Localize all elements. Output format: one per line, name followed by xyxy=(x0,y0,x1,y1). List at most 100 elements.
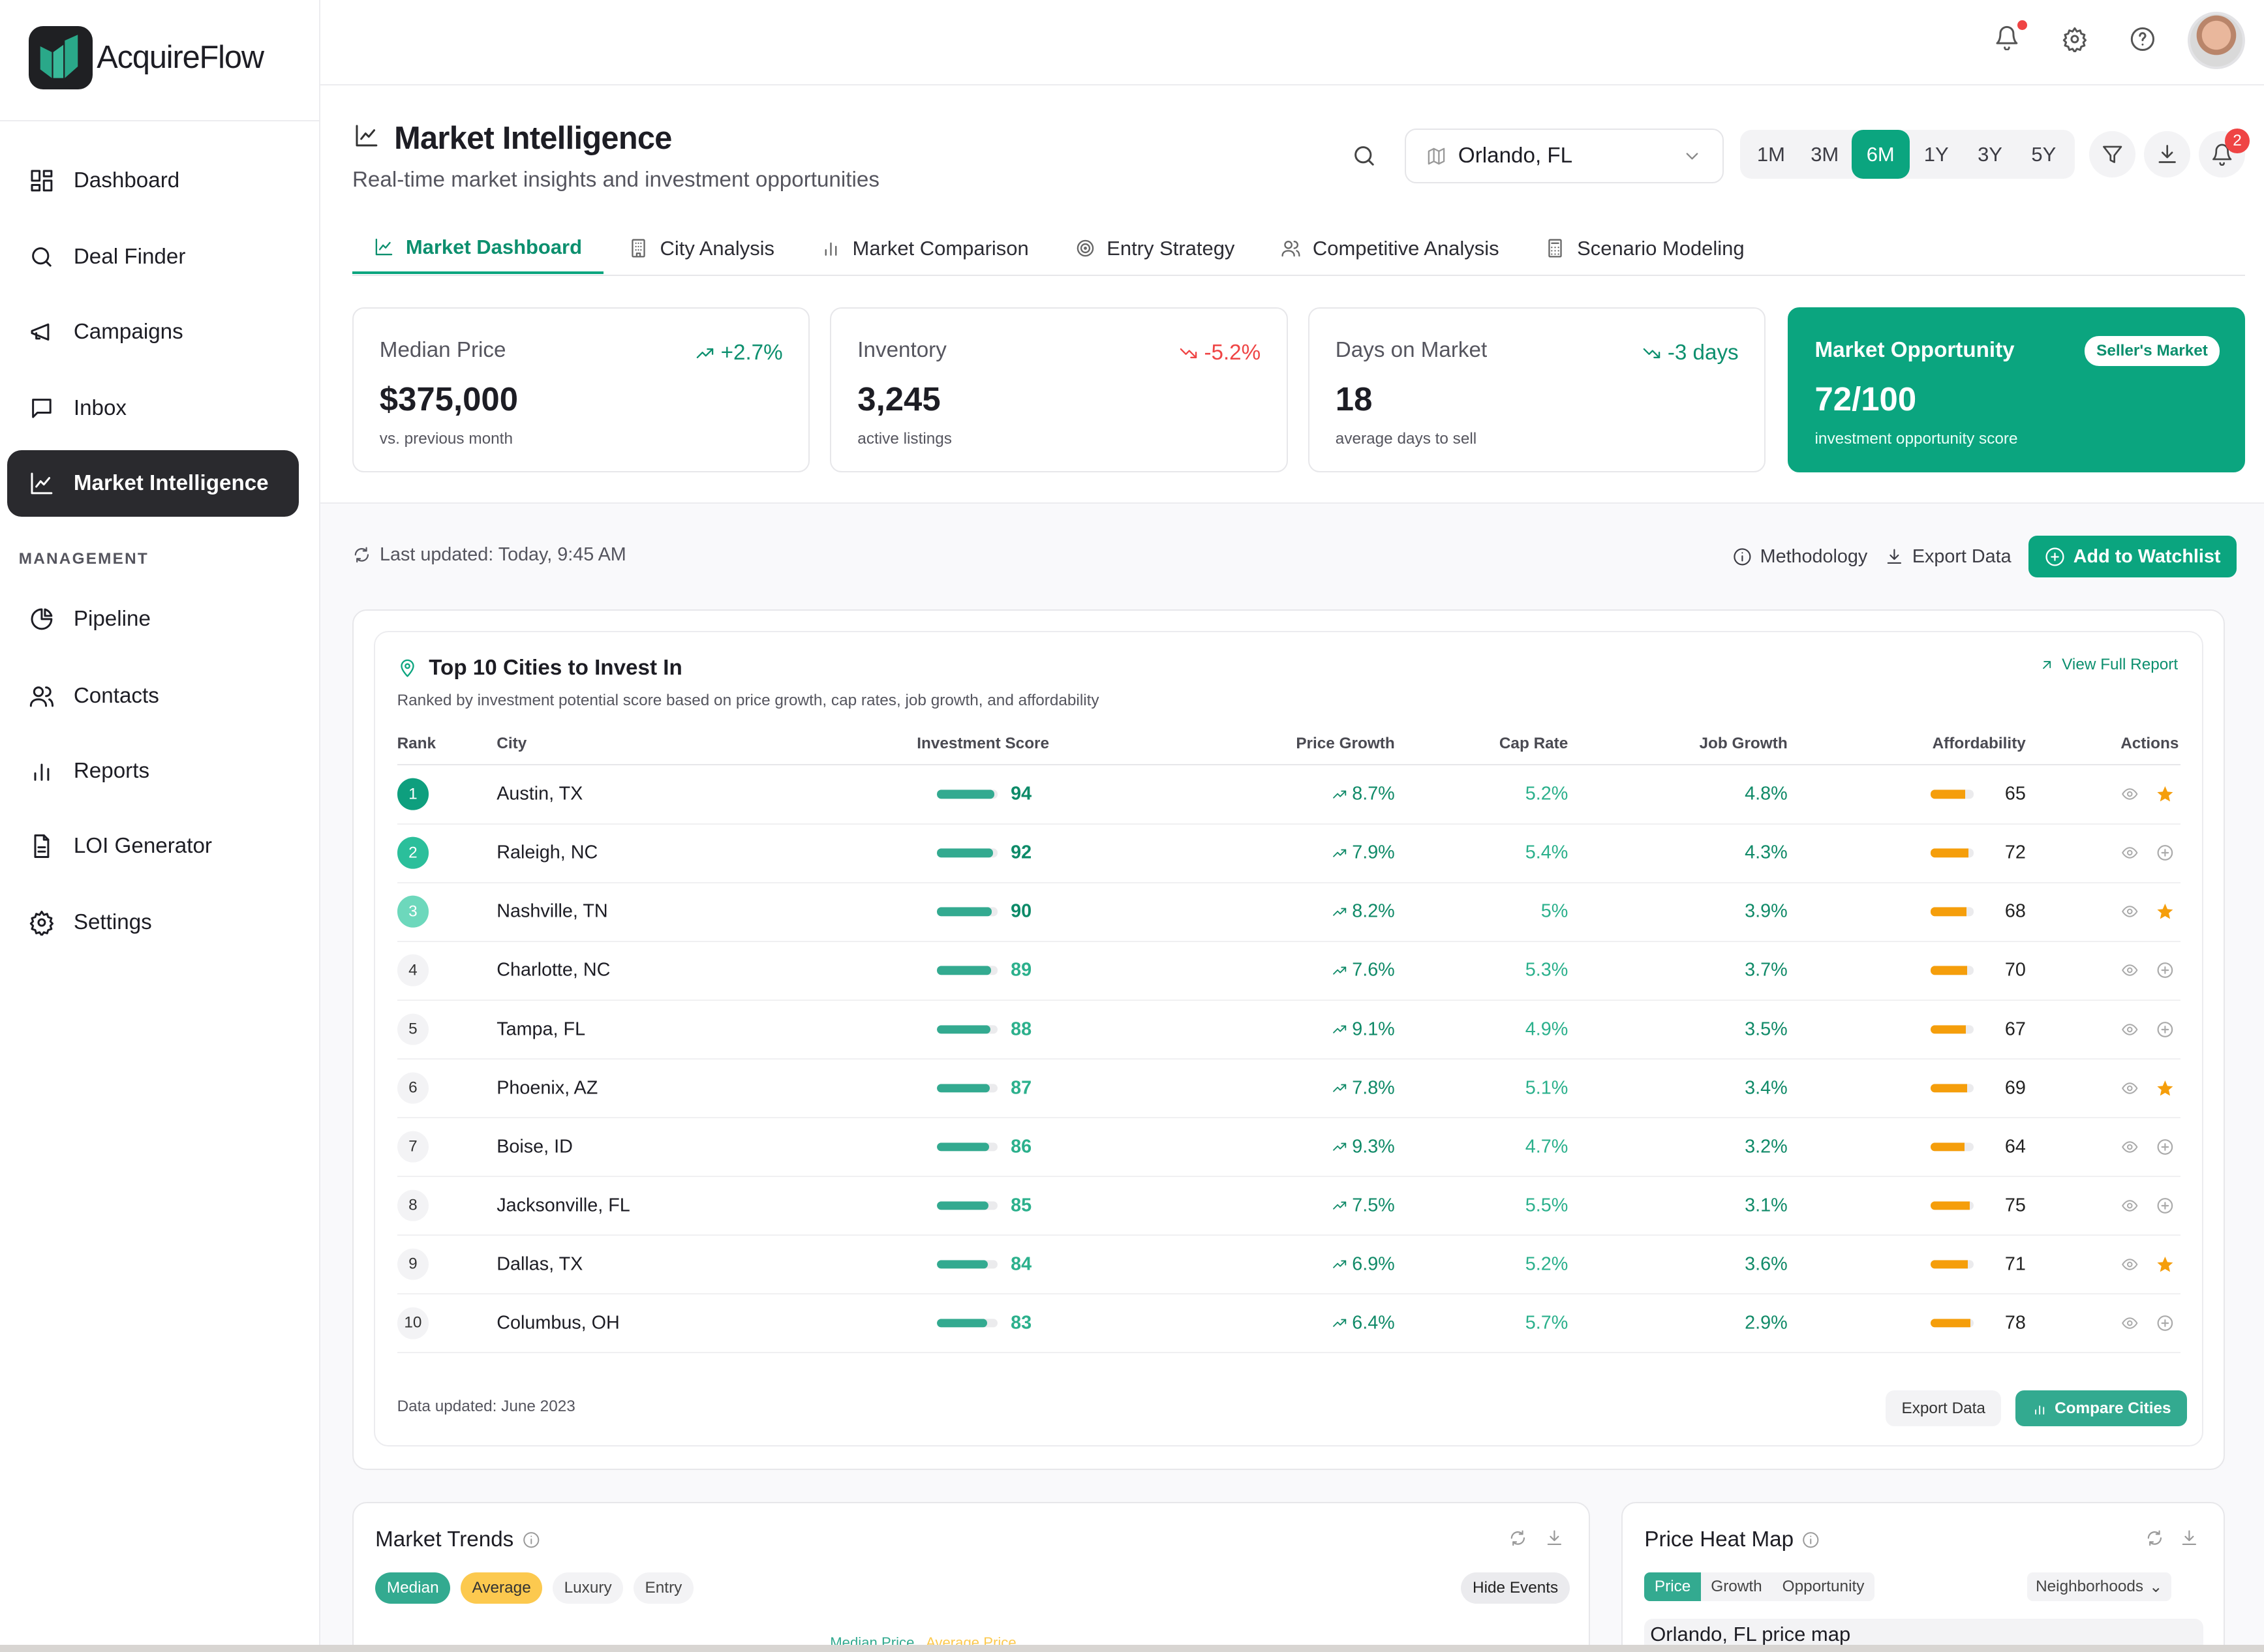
refresh-icon[interactable] xyxy=(1508,1529,1527,1548)
star-icon[interactable] xyxy=(2156,1255,2175,1274)
eye-icon[interactable] xyxy=(2121,1138,2139,1155)
eye-icon[interactable] xyxy=(2121,903,2139,921)
sidebar-item-reports[interactable]: Reports xyxy=(7,738,299,804)
add-watchlist-icon[interactable] xyxy=(2156,1196,2175,1215)
add-watchlist-icon[interactable] xyxy=(2156,1137,2175,1156)
tab-city-analysis[interactable]: City Analysis xyxy=(607,222,797,275)
eye-icon[interactable] xyxy=(2121,1197,2139,1214)
sidebar-item-market-intelligence[interactable]: Market Intelligence xyxy=(7,450,299,517)
eye-icon[interactable] xyxy=(2121,1315,2139,1332)
segment-growth[interactable]: Growth xyxy=(1711,1577,1762,1595)
star-icon[interactable] xyxy=(2156,1078,2175,1097)
chip-average[interactable]: Average xyxy=(460,1572,543,1604)
tab-competitive-analysis[interactable]: Competitive Analysis xyxy=(1259,222,1521,275)
neighborhoods-dropdown[interactable]: Neighborhoods ⌄ xyxy=(2027,1572,2171,1601)
chip-entry[interactable]: Entry xyxy=(633,1572,694,1604)
hide-events-button[interactable]: Hide Events xyxy=(1461,1572,1570,1604)
tab-market-dashboard[interactable]: Market Dashboard xyxy=(352,222,604,275)
filter-button[interactable] xyxy=(2089,131,2136,178)
period-5y[interactable]: 5Y xyxy=(2031,142,2057,166)
city-name: Jacksonville, FL xyxy=(497,1195,630,1216)
sidebar-item-pipeline[interactable]: Pipeline xyxy=(7,586,299,652)
message-icon xyxy=(29,395,55,421)
table-row[interactable]: 7 Boise, ID 86 9.3% 4.7% 3.2% 64 xyxy=(397,1118,2180,1178)
add-watchlist-icon[interactable] xyxy=(2156,1020,2175,1039)
sidebar-item-label: Inbox xyxy=(73,396,127,421)
segment-opportunity[interactable]: Opportunity xyxy=(1782,1577,1865,1595)
refresh-icon[interactable] xyxy=(2145,1529,2164,1548)
sidebar-item-loi-generator[interactable]: LOI Generator xyxy=(7,813,299,880)
table-row[interactable]: 2 Raleigh, NC 92 7.9% 5.4% 4.3% 72 xyxy=(397,824,2180,883)
period-3y[interactable]: 3Y xyxy=(1978,142,2002,166)
sidebar-item-campaigns[interactable]: Campaigns xyxy=(7,299,299,365)
add-watchlist-icon[interactable] xyxy=(2156,1313,2175,1332)
period-3m[interactable]: 3M xyxy=(1811,142,1839,166)
chip-luxury[interactable]: Luxury xyxy=(552,1572,624,1604)
filter-icon xyxy=(2103,145,2122,163)
table-row[interactable]: 10 Columbus, OH 83 6.4% 5.7% 2.9% 78 xyxy=(397,1294,2180,1354)
bell-icon[interactable] xyxy=(1994,25,2020,51)
eye-icon[interactable] xyxy=(2121,844,2139,862)
eye-icon[interactable] xyxy=(2121,962,2139,979)
score-bar xyxy=(937,1201,998,1210)
tab-market-comparison[interactable]: Market Comparison xyxy=(799,222,1050,275)
export-data-button[interactable]: Export Data xyxy=(1886,1390,2002,1427)
download-button[interactable] xyxy=(2144,131,2191,178)
chevron-down-icon xyxy=(1682,146,1702,166)
period-1m[interactable]: 1M xyxy=(1756,142,1785,166)
methodology-button[interactable]: Methodology xyxy=(1733,546,1867,568)
period-selector: 1M 3M 6M 1Y 3Y 5Y xyxy=(1739,130,2075,179)
sidebar-item-contacts[interactable]: Contacts xyxy=(7,663,299,729)
help-icon[interactable] xyxy=(2130,26,2156,52)
cap-rate: 5.2% xyxy=(1525,783,1568,804)
trend-down-icon xyxy=(1178,343,1199,363)
period-6m[interactable]: 6M xyxy=(1851,130,1910,179)
eye-icon[interactable] xyxy=(2121,1079,2139,1097)
add-to-watchlist-button[interactable]: Add to Watchlist xyxy=(2028,536,2237,578)
view-full-report-link[interactable]: View Full Report xyxy=(2039,656,2178,674)
add-watchlist-icon[interactable] xyxy=(2156,961,2175,980)
compare-cities-button[interactable]: Compare Cities xyxy=(2015,1390,2187,1427)
star-icon[interactable] xyxy=(2156,785,2175,804)
sidebar-item-deal-finder[interactable]: Deal Finder xyxy=(7,224,299,290)
refresh-icon[interactable] xyxy=(352,545,371,564)
sidebar-item-settings[interactable]: Settings xyxy=(7,889,299,956)
eye-icon[interactable] xyxy=(2121,1256,2139,1274)
logo[interactable] xyxy=(29,25,93,90)
divider xyxy=(0,119,321,121)
table-row[interactable]: 5 Tampa, FL 88 9.1% 4.9% 3.5% 67 xyxy=(397,1000,2180,1060)
sidebar-item-inbox[interactable]: Inbox xyxy=(7,375,299,442)
tab-label: City Analysis xyxy=(660,236,775,260)
add-watchlist-icon[interactable] xyxy=(2156,844,2175,863)
tab-scenario-modeling[interactable]: Scenario Modeling xyxy=(1523,222,1766,275)
city-name: Tampa, FL xyxy=(497,1018,586,1040)
star-icon[interactable] xyxy=(2156,902,2175,921)
job-growth: 3.4% xyxy=(1745,1077,1788,1099)
export-data-button[interactable]: Export Data xyxy=(1885,546,2012,568)
price-growth-value: 7.9% xyxy=(1352,842,1395,863)
table-row[interactable]: 3 Nashville, TN 90 8.2% 5% 3.9% 68 xyxy=(397,883,2180,942)
location-select[interactable]: Orlando, FL xyxy=(1405,128,1724,184)
gear-icon[interactable] xyxy=(2062,26,2088,52)
table-row[interactable]: 6 Phoenix, AZ 87 7.8% 5.1% 3.4% 69 xyxy=(397,1059,2180,1118)
search-icon[interactable] xyxy=(1351,143,1377,169)
download-icon xyxy=(2158,145,2176,163)
rank-badge: 7 xyxy=(397,1131,429,1163)
table-row[interactable]: 4 Charlotte, NC 89 7.6% 5.3% 3.7% 70 xyxy=(397,941,2180,1001)
avatar[interactable] xyxy=(2187,11,2246,70)
city-name: Boise, ID xyxy=(497,1136,573,1157)
sidebar-item-dashboard[interactable]: Dashboard xyxy=(7,147,299,214)
chip-median[interactable]: Median xyxy=(375,1572,451,1604)
affordability-value: 75 xyxy=(2004,1195,2026,1216)
download-icon[interactable] xyxy=(1545,1529,1564,1548)
table-row[interactable]: 9 Dallas, TX 84 6.9% 5.2% 3.6% 71 xyxy=(397,1235,2180,1295)
table-row[interactable]: 1 Austin, TX 94 8.7% 5.2% 4.8% 65 xyxy=(397,765,2180,825)
tab-entry-strategy[interactable]: Entry Strategy xyxy=(1053,222,1256,275)
eye-icon[interactable] xyxy=(2121,786,2139,803)
period-1y[interactable]: 1Y xyxy=(1923,142,1949,166)
score-bar-fill xyxy=(937,1083,990,1093)
download-icon[interactable] xyxy=(2180,1529,2199,1548)
table-row[interactable]: 8 Jacksonville, FL 85 7.5% 5.5% 3.1% 75 xyxy=(397,1176,2180,1236)
segment-price[interactable]: Price xyxy=(1644,1572,1701,1601)
eye-icon[interactable] xyxy=(2121,1020,2139,1038)
